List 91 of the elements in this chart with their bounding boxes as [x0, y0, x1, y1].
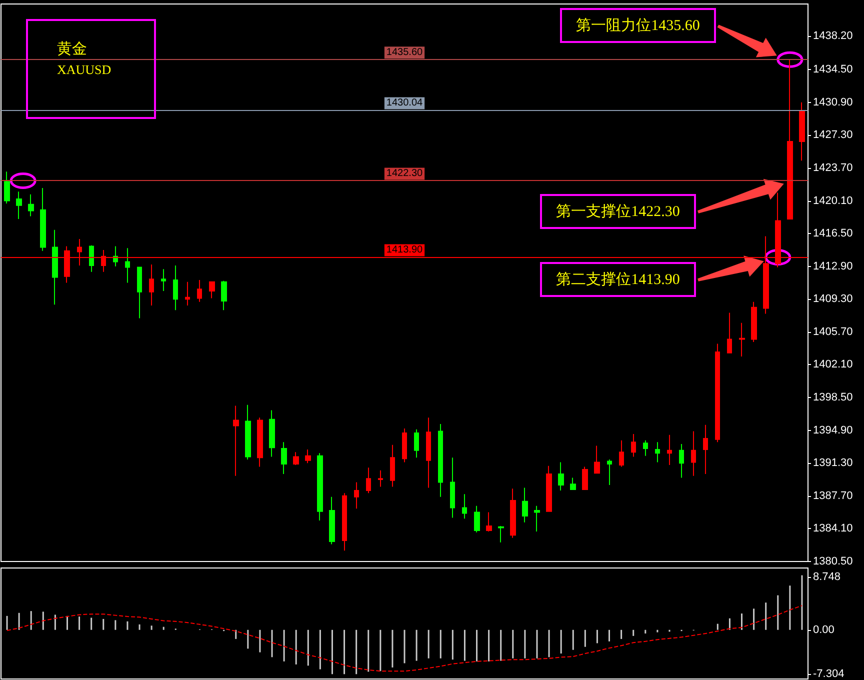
- candlestick: [317, 452, 323, 522]
- candlestick: [209, 281, 215, 299]
- candlestick: [486, 512, 492, 532]
- candlestick: [703, 424, 708, 475]
- candlestick: [390, 444, 395, 488]
- candlestick: [426, 417, 431, 488]
- candlestick: [522, 487, 528, 523]
- candlestick: [137, 266, 142, 319]
- candlestick: [582, 466, 588, 490]
- y-tick-label: 8.748: [813, 570, 841, 583]
- line-series: [6, 605, 802, 672]
- candlestick: [245, 404, 251, 460]
- y-tick-label: 0.00: [813, 624, 834, 636]
- candlestick: [221, 280, 227, 311]
- candlestick: [269, 410, 275, 458]
- ref-line-label: 1413.90: [386, 244, 424, 256]
- y-tick-label: 1420.10: [813, 194, 853, 207]
- candlestick: [305, 448, 311, 464]
- candlestick: [462, 494, 467, 520]
- y-tick-label: 1438.20: [813, 30, 853, 42]
- y-tick-label: 1423.70: [813, 162, 853, 174]
- text: 黄金: [57, 40, 87, 58]
- candlestick: [438, 423, 443, 498]
- y-tick-label: 1391.30: [813, 457, 853, 470]
- candlestick: [787, 59, 793, 220]
- y-tick-label: 1409.30: [813, 293, 853, 306]
- candlestick: [40, 188, 46, 252]
- y-tick-label: 1430.90: [813, 96, 853, 108]
- candlestick: [354, 482, 359, 510]
- y-tick-label: 1405.70: [813, 326, 853, 338]
- candlestick: [329, 496, 335, 545]
- candlestick: [739, 322, 745, 358]
- candlestick: [342, 492, 347, 552]
- y-tick-label: 1384.10: [813, 522, 853, 535]
- candlestick: [570, 477, 576, 490]
- candlestick: [643, 440, 648, 456]
- y-tick-label: 1427.30: [813, 129, 853, 142]
- candlestick: [498, 525, 504, 543]
- candlestick: [257, 417, 263, 468]
- candlestick: [799, 102, 805, 162]
- candlestick: [233, 405, 239, 476]
- y-tick-label: 1434.50: [813, 64, 853, 76]
- candlestick: [161, 268, 166, 292]
- y-tick-label: 1380.50: [813, 556, 853, 568]
- y-tick-label: 1412.90: [813, 260, 853, 272]
- candlestick: [281, 442, 287, 475]
- candlestick: [715, 343, 720, 443]
- candlestick: [28, 194, 34, 217]
- candlestick: [474, 505, 480, 533]
- candlestick: [149, 264, 154, 306]
- candlestick: [125, 248, 130, 284]
- candlestick: [366, 467, 371, 494]
- candlestick: [534, 505, 540, 532]
- annotation: 第二支撑位1413.90: [540, 262, 696, 297]
- candlestick: [52, 229, 58, 306]
- candlestick: [619, 440, 624, 468]
- candlestick: [607, 458, 612, 486]
- candlestick: [185, 281, 190, 306]
- y-tick-label: 1416.50: [813, 228, 853, 240]
- candlestick: [378, 470, 383, 488]
- candlestick: [546, 465, 552, 512]
- candlestick: [751, 301, 757, 342]
- candlestick: [631, 433, 636, 458]
- candlestick: [414, 428, 419, 458]
- y-tick-label: 1402.10: [813, 358, 853, 371]
- y-tick-label: 1398.50: [813, 392, 853, 404]
- candlestick: [402, 428, 407, 463]
- text: XAUUSD: [57, 62, 112, 77]
- ref-line-label: 1435.60: [386, 47, 424, 58]
- candlestick: [558, 462, 564, 491]
- candlestick: [510, 488, 516, 538]
- y-tick-label: -7.304: [813, 668, 844, 680]
- y-tick-label: 1387.70: [813, 490, 853, 502]
- candlestick: [89, 244, 94, 272]
- ref-line-label: 1422.30: [386, 168, 424, 180]
- candlestick: [594, 445, 600, 474]
- candlestick: [679, 443, 684, 478]
- candlestick: [197, 280, 202, 302]
- candlestick: [4, 171, 10, 204]
- candlestick: [667, 434, 672, 466]
- annotation: 第一支撑位1422.30: [540, 194, 696, 229]
- candlestick: [727, 312, 732, 354]
- candlestick: [16, 191, 22, 220]
- candlestick: [293, 452, 299, 466]
- annotation: 第一阻力位1435.60: [560, 8, 716, 43]
- y-tick-label: 1394.90: [813, 424, 853, 436]
- candlestick: [173, 264, 178, 311]
- candlestick: [691, 430, 696, 476]
- candlestick: [655, 442, 660, 463]
- candlestick: [450, 457, 455, 518]
- ref-line-label: 1430.04: [386, 98, 424, 109]
